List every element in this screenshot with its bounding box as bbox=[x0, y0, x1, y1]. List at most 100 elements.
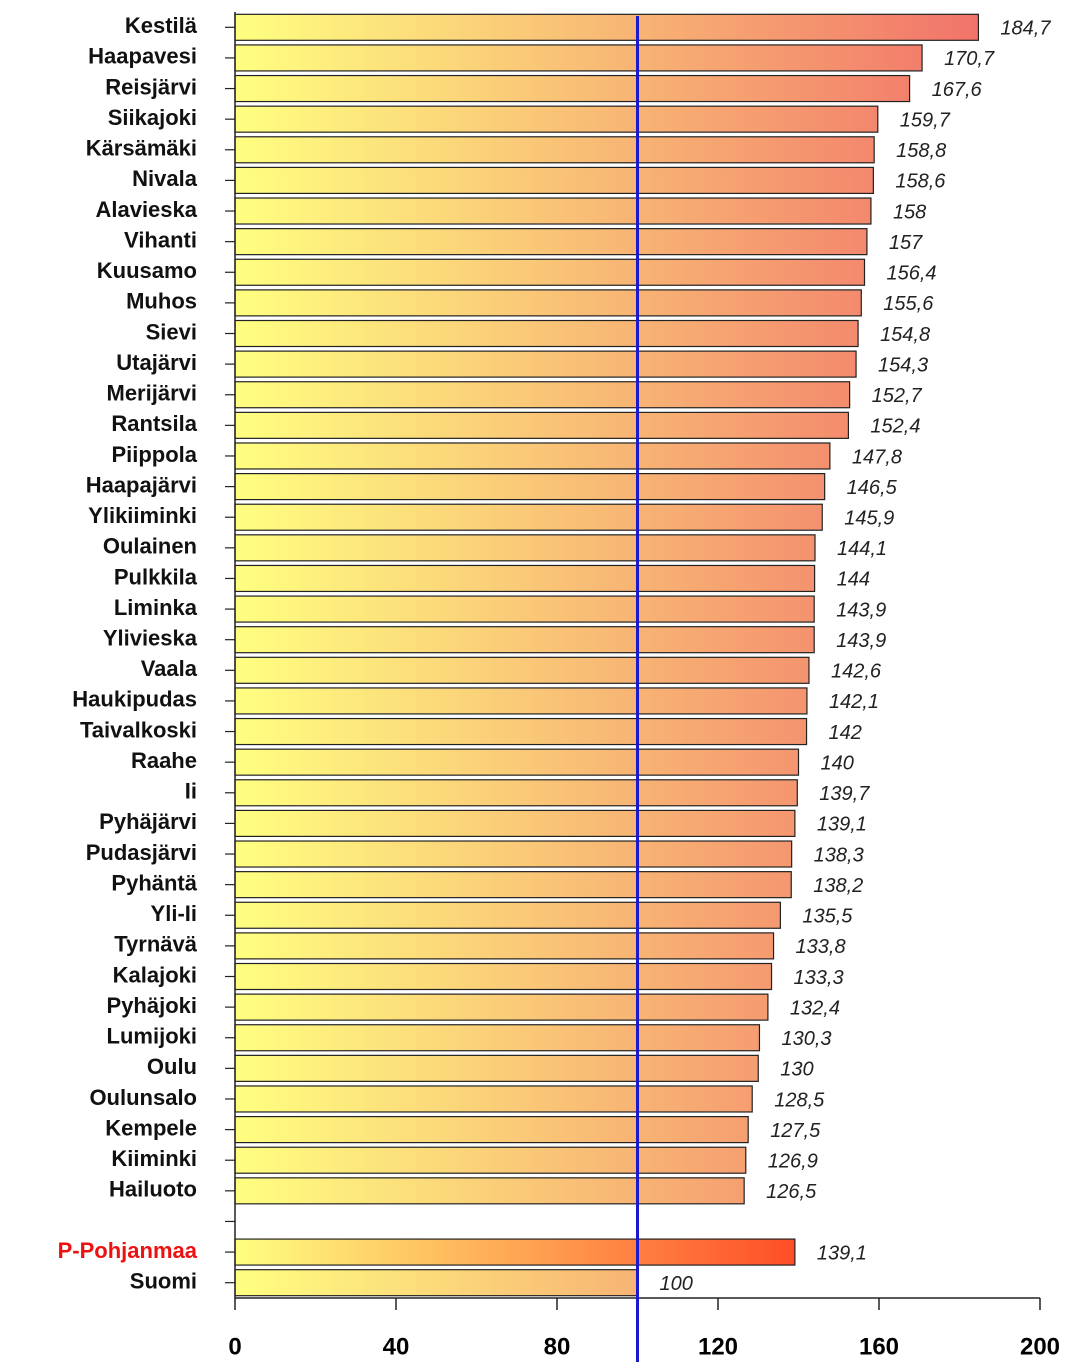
bar bbox=[234, 166, 874, 195]
bar bbox=[234, 1085, 753, 1113]
bar bbox=[234, 74, 911, 103]
bar bbox=[234, 1115, 749, 1144]
y-tick-label: Vaala bbox=[141, 656, 198, 681]
bar bbox=[234, 962, 773, 991]
value-label: 130 bbox=[780, 1059, 813, 1081]
y-tick-label: Kuusamo bbox=[97, 258, 197, 283]
value-label: 127,5 bbox=[770, 1120, 821, 1142]
value-label: 144 bbox=[837, 569, 870, 591]
bar bbox=[234, 1269, 639, 1297]
value-label: 158,8 bbox=[896, 140, 946, 162]
y-tick-label: Haapajärvi bbox=[86, 472, 197, 497]
value-label: 152,7 bbox=[872, 385, 923, 407]
value-label: 155,6 bbox=[883, 293, 934, 315]
bar bbox=[234, 564, 816, 593]
y-tick-label: Ii bbox=[185, 779, 197, 804]
value-label: 142,6 bbox=[831, 661, 882, 683]
value-label: 133,8 bbox=[796, 936, 846, 958]
bar bbox=[234, 932, 775, 960]
y-tick-label: Kiiminki bbox=[111, 1146, 197, 1171]
value-label: 132,4 bbox=[790, 997, 840, 1019]
value-label: 158 bbox=[893, 201, 926, 223]
bar bbox=[234, 1054, 759, 1082]
y-tick-label: Lumijoki bbox=[107, 1024, 197, 1049]
bar bbox=[234, 901, 781, 929]
x-tick-label: 120 bbox=[698, 1333, 738, 1360]
bar bbox=[234, 258, 866, 286]
value-label: 147,8 bbox=[852, 446, 902, 468]
y-tick-label: Yli-Ii bbox=[151, 901, 197, 926]
value-label: 146,5 bbox=[847, 477, 898, 499]
y-tick-label: Oulainen bbox=[103, 534, 197, 559]
value-label: 184,7 bbox=[1000, 18, 1051, 40]
value-label: 154,8 bbox=[880, 324, 930, 346]
value-label: 152,4 bbox=[870, 416, 920, 438]
value-label: 154,3 bbox=[878, 354, 928, 376]
bar bbox=[234, 779, 798, 807]
bar bbox=[234, 840, 793, 868]
bar bbox=[234, 136, 875, 164]
y-tick-label: Muhos bbox=[126, 289, 197, 314]
bar bbox=[234, 228, 868, 256]
x-tick-label: 0 bbox=[228, 1333, 241, 1360]
value-label: 156,4 bbox=[887, 263, 937, 285]
y-tick-label: Oulunsalo bbox=[89, 1085, 197, 1110]
bar bbox=[234, 993, 769, 1021]
value-label: 133,3 bbox=[794, 967, 844, 989]
value-label: 143,9 bbox=[836, 599, 886, 621]
y-tick-label: Tyrnävä bbox=[114, 932, 198, 957]
y-tick-label: Pyhäjärvi bbox=[99, 809, 197, 834]
x-tick-label: 160 bbox=[859, 1333, 899, 1360]
bar bbox=[234, 44, 923, 72]
bar bbox=[234, 748, 800, 776]
y-tick-label: Raahe bbox=[131, 748, 197, 773]
bar bbox=[234, 381, 851, 409]
value-label: 142 bbox=[829, 722, 862, 744]
bar bbox=[234, 289, 862, 317]
y-tick-label: Taivalkoski bbox=[80, 717, 197, 742]
bar bbox=[234, 687, 808, 715]
y-tick-label: Kestilä bbox=[125, 13, 198, 38]
bar bbox=[234, 197, 872, 225]
bar bbox=[234, 472, 826, 501]
bar bbox=[234, 1177, 745, 1205]
y-tick-label: Merijärvi bbox=[107, 381, 198, 406]
value-label: 144,1 bbox=[837, 538, 887, 560]
bar bbox=[234, 1238, 796, 1266]
y-tick-label: Alavieska bbox=[95, 197, 197, 222]
bar bbox=[234, 411, 850, 439]
y-tick-label: Kempele bbox=[105, 1115, 197, 1140]
bar bbox=[234, 1146, 747, 1174]
y-tick-label: Siikajoki bbox=[108, 105, 197, 130]
bar bbox=[234, 442, 831, 470]
value-label: 138,2 bbox=[813, 875, 863, 897]
value-label: 142,1 bbox=[829, 691, 879, 713]
y-tick-label: Hailuoto bbox=[109, 1177, 197, 1202]
bar bbox=[234, 595, 815, 623]
bar bbox=[234, 1024, 761, 1052]
value-label: 139,1 bbox=[817, 1242, 867, 1264]
y-tick-label: Pyhäntä bbox=[111, 870, 197, 895]
bar bbox=[234, 717, 808, 746]
bar bbox=[234, 626, 815, 654]
value-label: 167,6 bbox=[932, 79, 983, 101]
value-label: 158,6 bbox=[895, 171, 946, 193]
value-label: 139,1 bbox=[817, 814, 867, 836]
value-label: 128,5 bbox=[774, 1089, 825, 1111]
value-label: 140 bbox=[821, 752, 854, 774]
y-tick-label: Haukipudas bbox=[72, 687, 197, 712]
y-tick-label: Haapavesi bbox=[88, 44, 197, 69]
value-label: 126,9 bbox=[768, 1150, 818, 1172]
y-tick-label: Utajärvi bbox=[116, 350, 197, 375]
value-label: 138,3 bbox=[814, 844, 864, 866]
value-label: 130,3 bbox=[781, 1028, 831, 1050]
bar bbox=[234, 350, 857, 378]
bar bbox=[234, 503, 823, 531]
x-tick-label: 200 bbox=[1020, 1333, 1060, 1360]
value-label: 145,9 bbox=[844, 507, 894, 529]
bar bbox=[234, 105, 879, 133]
value-label: 170,7 bbox=[944, 48, 995, 70]
y-tick-label: Suomi bbox=[130, 1269, 197, 1294]
